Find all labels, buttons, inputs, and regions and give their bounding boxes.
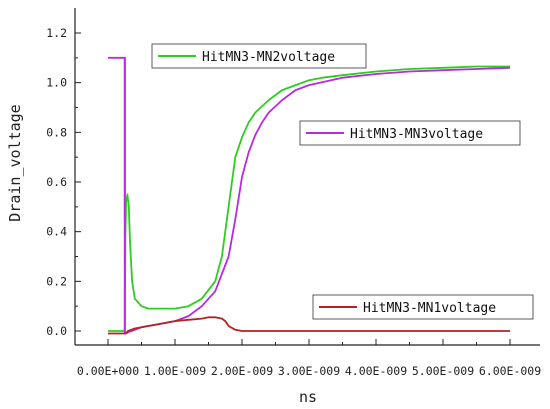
legend-entry-1: HitMN3-MN2voltage (151, 43, 367, 69)
series-segment (108, 56, 126, 331)
y-tick-label: 0.8 (46, 125, 67, 139)
x-tick-label: 2.00E-009 (211, 364, 273, 378)
x-tick-label: 6.00E-009 (479, 364, 541, 378)
legend-label: HitMN3-MN3voltage (350, 127, 483, 142)
series-layer (108, 56, 511, 335)
y-tick-label: 0.6 (46, 175, 67, 189)
y-tick-label: 0.0 (46, 324, 67, 338)
y-axis-title: Drain_voltage (6, 104, 24, 221)
y-tick-label: 1.0 (46, 76, 67, 90)
series-line-1 (108, 65, 510, 332)
x-tick-label: 0.00E+000 (77, 364, 139, 378)
legend-label: HitMN3-MN2voltage (202, 50, 335, 65)
x-tick-label: 5.00E-009 (412, 364, 474, 378)
y-tick-label: 0.2 (46, 274, 67, 288)
legend-entry-3: HitMN3-MN1voltage (312, 294, 534, 320)
axes: 0.0 0.2 0.4 0.6 0.8 1.0 1.2 0.00E+000 1.00E-009 2… (46, 8, 541, 378)
y-tick-label: 1.2 (46, 26, 67, 40)
legend-layer: HitMN3-MN2voltage HitMN3-MN3voltage HitMN3… (151, 43, 534, 320)
x-tick-label: 1.00E-009 (144, 364, 206, 378)
x-tick-label: 4.00E-009 (345, 364, 407, 378)
x-axis-title: ns (299, 388, 317, 406)
legend-entry-2: HitMN3-MN3voltage (299, 120, 521, 146)
legend-label: HitMN3-MN1voltage (363, 301, 496, 316)
x-tick-label: 3.00E-009 (278, 364, 340, 378)
y-tick-label: 0.4 (46, 225, 67, 239)
series-line-3 (108, 316, 510, 335)
series-line-2 (123, 57, 511, 335)
